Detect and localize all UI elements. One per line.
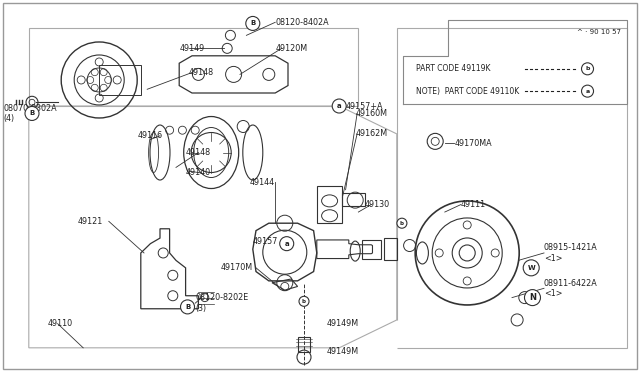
Text: 08120-8202E
(3): 08120-8202E (3) <box>195 294 248 313</box>
Text: W: W <box>527 265 535 271</box>
Text: 49170M: 49170M <box>221 263 253 272</box>
Text: 49110: 49110 <box>48 319 73 328</box>
Text: 49149: 49149 <box>179 44 204 53</box>
Text: 49162M: 49162M <box>355 129 387 138</box>
Text: b: b <box>302 299 306 304</box>
Text: NOTE)  PART CODE 49110K: NOTE) PART CODE 49110K <box>416 87 519 96</box>
Text: 08120-8402A: 08120-8402A <box>275 18 329 27</box>
Text: a: a <box>337 103 342 109</box>
Circle shape <box>280 237 294 251</box>
Text: 49157: 49157 <box>253 237 278 246</box>
Text: 49140: 49140 <box>186 169 211 177</box>
Text: 49148: 49148 <box>186 148 211 157</box>
Text: 49120M: 49120M <box>275 44 307 53</box>
Text: 49130: 49130 <box>365 200 390 209</box>
Circle shape <box>25 106 39 121</box>
Circle shape <box>246 16 260 31</box>
Text: B: B <box>185 304 190 310</box>
Text: 49149M: 49149M <box>326 347 358 356</box>
Circle shape <box>523 260 539 276</box>
Circle shape <box>180 300 195 314</box>
Text: a: a <box>284 241 289 247</box>
Text: 08911-6422A
<1>: 08911-6422A <1> <box>544 279 598 298</box>
Text: 08070-8302A
(4): 08070-8302A (4) <box>3 104 57 123</box>
Text: B: B <box>29 110 35 116</box>
Text: 49144: 49144 <box>250 178 275 187</box>
Text: 49121: 49121 <box>77 217 102 226</box>
Circle shape <box>582 85 593 97</box>
Circle shape <box>582 63 593 75</box>
Circle shape <box>397 218 407 228</box>
Text: a: a <box>586 89 589 94</box>
Text: 08915-1421A
<1>: 08915-1421A <1> <box>544 243 598 263</box>
Text: PART CODE 49119K: PART CODE 49119K <box>416 64 490 73</box>
Text: 49116: 49116 <box>138 131 163 140</box>
Text: N: N <box>529 293 536 302</box>
Text: b: b <box>586 66 589 71</box>
Text: 49148: 49148 <box>189 68 214 77</box>
Text: b: b <box>400 221 404 226</box>
Text: 49160M: 49160M <box>355 109 387 118</box>
Circle shape <box>332 99 346 113</box>
Text: 49111: 49111 <box>461 200 486 209</box>
Text: 49157+A: 49157+A <box>346 102 383 110</box>
Text: ^ · 90 10 57: ^ · 90 10 57 <box>577 29 621 35</box>
Circle shape <box>525 289 540 306</box>
Text: 49149M: 49149M <box>326 319 358 328</box>
Circle shape <box>299 296 309 306</box>
Text: 49170MA: 49170MA <box>454 139 492 148</box>
Text: B: B <box>250 20 255 26</box>
